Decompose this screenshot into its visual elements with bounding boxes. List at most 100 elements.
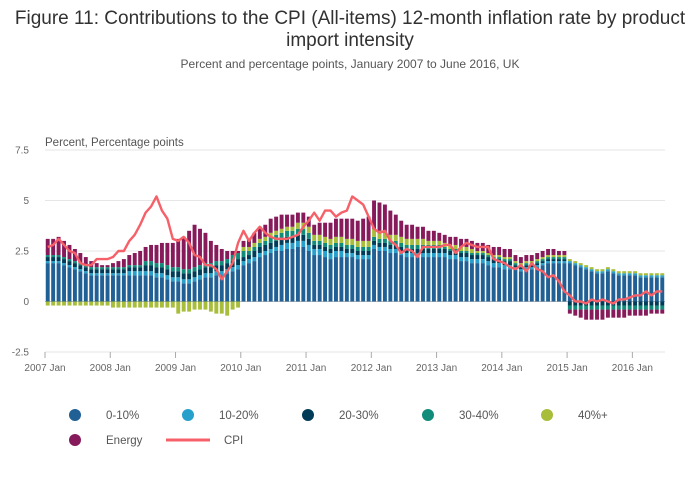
bar-segment [208,273,213,278]
bar-segment [638,273,643,276]
bar-segment [361,240,366,247]
legend: 0-10% 10-20% 20-30% 30-40% 40%+ Energy CPI [69,409,608,447]
bar-segment [176,267,181,272]
bar-segment [404,238,409,245]
bar-segment [399,236,404,243]
bar-segment [546,261,551,264]
bar-segment [382,251,387,302]
bar-segment [480,251,485,254]
bar-segment [513,255,518,262]
bar-segment [241,251,246,258]
bar-segment [524,255,529,262]
bar-segment [573,261,578,264]
bar-segment [263,224,268,237]
bar-segment [328,244,333,249]
bar-segment [431,240,436,245]
bar-segment [453,255,458,260]
bar-segment [546,257,551,260]
bar-segment [143,265,148,272]
bar-segment [323,251,328,258]
bar-segment [377,251,382,302]
bar-segment [257,242,262,247]
bar-segment [192,267,197,272]
bar-segment [421,226,425,239]
bar-segment [111,275,115,302]
bar-segment [121,267,126,270]
bar-segment [475,259,480,264]
bar-segment [312,240,317,245]
bar-segment [241,246,246,251]
bar-segment [464,257,469,262]
bar-segment [295,228,300,235]
bar-segment [475,253,480,256]
y-tick-label: 7.5 [15,146,29,157]
bar-segment [138,265,143,268]
bar-segment [573,305,578,310]
bar-segment [388,240,393,245]
bar-segment [263,251,268,256]
bar-segment [464,261,469,302]
bar-segment [121,269,126,274]
bar-segment [339,236,344,243]
bar-segment [111,273,115,276]
bar-segment [132,265,137,268]
legend-swatch-Energy [69,434,81,446]
bar-segment [306,251,311,302]
bar-segment [410,257,415,302]
bar-segment [654,275,659,278]
bar-segment [170,271,175,278]
bar-segment [388,210,393,235]
cpi-series [47,195,663,305]
bar-segment [121,273,126,276]
bar-segment [421,238,425,245]
bar-segment [426,248,431,254]
bar-segment [252,246,257,251]
bar-segment [546,248,551,256]
bar-segment [89,269,94,274]
x-tick-label: 2008 Jan [90,363,131,374]
bar-segment [633,305,638,310]
bar-segment [627,309,632,316]
bar-segment [584,267,589,270]
bar-segment [377,238,382,243]
bar-segment [638,309,643,316]
bar-segment [198,269,202,276]
bar-segment [562,261,567,264]
bar-segment [551,248,556,256]
bar-segment [393,234,398,241]
bar-segment [89,273,94,276]
bar-segment [105,267,110,270]
bar-segment [252,251,257,258]
bar-segment [116,267,121,270]
bar-segment [350,238,355,245]
x-tick-label: 2011 Jan [286,363,326,374]
bar-segment [633,301,638,306]
bar-segment [274,251,279,302]
bar-segment [279,238,284,245]
bar-segment [192,277,197,282]
bar-segment [382,204,387,233]
bar-segment [611,269,616,272]
bar-segment [72,269,77,302]
bar-segment [622,305,627,310]
bar-segment [372,200,376,229]
x-tick-label: 2015 Jan [547,363,588,374]
stacked-bars [45,200,665,320]
bar-segment [100,273,105,276]
bar-segment [459,257,464,262]
bar-segment [100,265,105,268]
bar-segment [453,259,458,302]
bar-segment [100,267,105,270]
bar-segment [219,275,224,302]
bar-segment [192,301,197,310]
bar-segment [578,267,583,302]
bar-segment [366,240,371,247]
bar-segment [627,271,632,274]
bar-segment [301,240,306,247]
bar-segment [529,267,534,270]
bar-segment [295,212,300,223]
bar-segment [339,251,344,258]
bar-segment [214,301,219,314]
bar-segment [410,224,415,239]
bar-segment [518,257,523,264]
